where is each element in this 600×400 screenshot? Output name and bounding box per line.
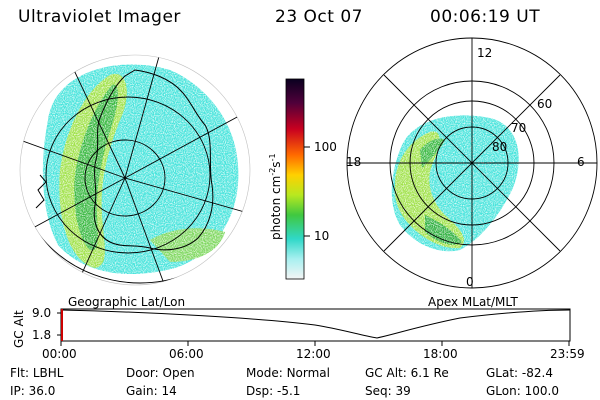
xtick-1800: 18:00 bbox=[423, 347, 458, 361]
info-gc-alt: GC Alt: 6.1 Re bbox=[365, 366, 449, 380]
xtick-1200: 12:00 bbox=[296, 347, 331, 361]
geo-panel-label: Geographic Lat/Lon bbox=[68, 295, 186, 309]
mode-label: Mode: bbox=[246, 366, 283, 380]
glat-label: GLat: bbox=[486, 366, 519, 380]
mlt-label-18: 18 bbox=[346, 155, 362, 169]
geo-grid bbox=[20, 55, 250, 285]
info-gain: Gain: 14 bbox=[126, 384, 177, 398]
mlt-label-0: 0 bbox=[466, 275, 474, 289]
altitude-ytick-9: 9.0 bbox=[32, 306, 52, 320]
info-filter: Flt: LBHL bbox=[10, 366, 63, 380]
altitude-ylabel: GC Alt bbox=[12, 310, 26, 348]
colorbar bbox=[285, 78, 310, 280]
dsp-label: Dsp: bbox=[246, 384, 274, 398]
mlat-label-70: 70 bbox=[511, 121, 527, 135]
mlat-label-80: 80 bbox=[492, 140, 508, 154]
mlt-label-6: 6 bbox=[577, 155, 585, 169]
time-label: 00:06:19 UT bbox=[430, 7, 541, 27]
xtick-0000: 00:00 bbox=[42, 347, 77, 361]
info-ip: IP: 36.0 bbox=[10, 384, 55, 398]
xtick-0600: 06:00 bbox=[169, 347, 204, 361]
continent-outline bbox=[93, 69, 214, 251]
unit-base: photon cm bbox=[269, 175, 283, 240]
gc-alt-value: 6.1 Re bbox=[410, 366, 449, 380]
info-dsp: Dsp: -5.1 bbox=[246, 384, 300, 398]
unit-exp-1: -2 bbox=[268, 167, 277, 176]
info-glat: GLat: -82.4 bbox=[486, 366, 553, 380]
glat-value: -82.4 bbox=[521, 366, 553, 380]
app-title: Ultraviolet Imager bbox=[18, 7, 181, 27]
colorbar-gradient bbox=[285, 78, 305, 280]
info-mode: Mode: Normal bbox=[246, 366, 330, 380]
mlat-label-60: 60 bbox=[537, 97, 553, 111]
polar-map bbox=[346, 37, 598, 289]
polar-panel-label: Apex MLat/MLT bbox=[428, 295, 518, 309]
geographic-map bbox=[20, 55, 250, 285]
info-seq: Seq: 39 bbox=[365, 384, 411, 398]
info-door: Door: Open bbox=[126, 366, 195, 380]
ip-value: 36.0 bbox=[28, 384, 56, 398]
door-label: Door: bbox=[126, 366, 159, 380]
info-glon: GLon: 100.0 bbox=[486, 384, 559, 398]
noise-overlay bbox=[20, 55, 250, 285]
ip-label: IP: bbox=[10, 384, 25, 398]
glon-label: GLon: bbox=[486, 384, 521, 398]
gc-alt-label: GC Alt: bbox=[365, 366, 407, 380]
geo-frame bbox=[19, 54, 251, 286]
seq-value: 39 bbox=[395, 384, 411, 398]
seq-label: Seq: bbox=[365, 384, 392, 398]
filter-label: Flt: bbox=[10, 366, 29, 380]
altitude-curve bbox=[60, 309, 571, 339]
polar-grid bbox=[346, 37, 598, 289]
mode-value: Normal bbox=[286, 366, 330, 380]
gain-value: 14 bbox=[161, 384, 177, 398]
colorbar-label-10: 10 bbox=[314, 229, 330, 243]
unit-mid: s bbox=[269, 161, 283, 168]
door-value: Open bbox=[162, 366, 195, 380]
xtick-2359: 23:59 bbox=[550, 347, 585, 361]
altitude-ytick-1-8: 1.8 bbox=[32, 328, 52, 342]
unit-exp-2: -1 bbox=[268, 153, 277, 162]
gain-label: Gain: bbox=[126, 384, 158, 398]
dsp-value: -5.1 bbox=[276, 384, 301, 398]
colorbar-unit-label: photon cm-2s-1 bbox=[268, 153, 283, 240]
colorbar-label-100: 100 bbox=[314, 140, 337, 154]
mlt-label-12: 12 bbox=[477, 46, 493, 60]
filter-value: LBHL bbox=[32, 366, 64, 380]
date-label: 23 Oct 07 bbox=[275, 7, 363, 27]
altitude-plot bbox=[57, 308, 571, 346]
coastline-fragment bbox=[35, 174, 47, 209]
glon-value: 100.0 bbox=[524, 384, 559, 398]
